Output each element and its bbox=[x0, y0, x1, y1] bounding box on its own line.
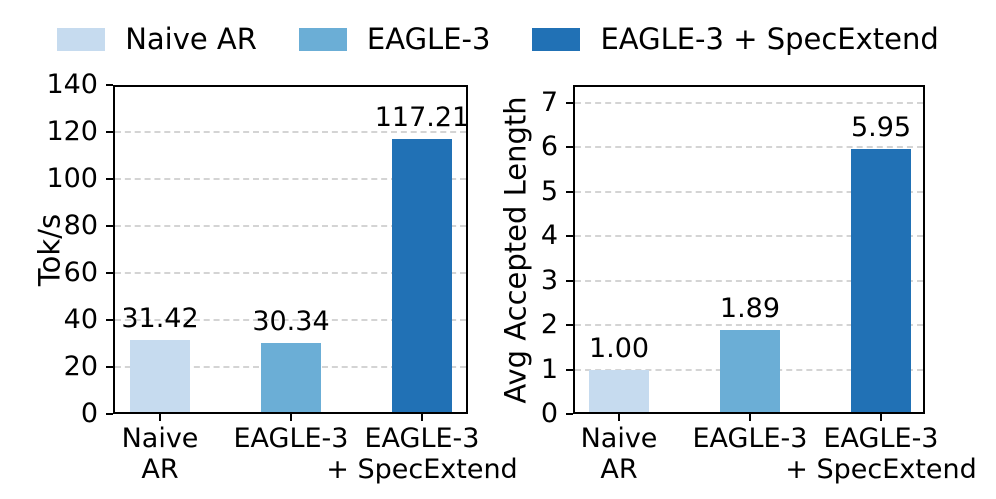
legend-item-naive-ar: Naive AR bbox=[57, 22, 257, 56]
y-axis-label: Tok/s bbox=[32, 213, 67, 286]
x-tick-label-0: Naive AR bbox=[121, 423, 199, 485]
bar-2 bbox=[851, 149, 911, 414]
legend-label-eagle3: EAGLE-3 bbox=[366, 22, 491, 56]
y-tick-mark-0 bbox=[106, 413, 113, 415]
y-tick-label-100: 100 bbox=[46, 163, 98, 194]
y-axis-label: Avg Accepted Length bbox=[498, 95, 533, 404]
gridline-y100 bbox=[115, 178, 466, 180]
bar-1 bbox=[719, 329, 780, 414]
gridline-y120 bbox=[115, 131, 466, 133]
y-tick-label-2: 2 bbox=[540, 309, 558, 341]
gridline-y5 bbox=[575, 190, 923, 193]
legend-swatch-naive-ar bbox=[57, 28, 106, 52]
gridline-y4 bbox=[575, 235, 923, 238]
gridline-y6 bbox=[575, 146, 923, 149]
value-label-1: 30.34 bbox=[252, 305, 330, 337]
x-tick-mark-0 bbox=[159, 414, 161, 421]
y-tick-mark-0 bbox=[566, 413, 573, 415]
value-label-1: 1.89 bbox=[719, 292, 781, 324]
bar-0 bbox=[589, 369, 649, 414]
legend-swatch-eagle3-specextend bbox=[532, 28, 581, 52]
y-tick-label-3: 3 bbox=[540, 264, 558, 296]
y-tick-mark-5 bbox=[566, 190, 573, 193]
y-tick-mark-1 bbox=[566, 368, 573, 371]
gridline-y40 bbox=[115, 319, 466, 321]
y-tick-mark-60 bbox=[106, 272, 113, 274]
bar-2 bbox=[391, 138, 452, 414]
y-tick-mark-100 bbox=[106, 178, 113, 180]
y-tick-label-0: 0 bbox=[540, 398, 558, 429]
y-tick-mark-20 bbox=[106, 366, 113, 368]
y-tick-mark-4 bbox=[566, 235, 573, 238]
x-tick-mark-2 bbox=[420, 414, 423, 421]
y-tick-label-1: 1 bbox=[540, 353, 558, 385]
y-tick-label-60: 60 bbox=[63, 257, 98, 288]
value-label-2: 5.95 bbox=[850, 112, 912, 144]
gridline-y80 bbox=[115, 225, 466, 227]
y-tick-mark-2 bbox=[566, 324, 573, 327]
x-tick-label-1: EAGLE-3 bbox=[692, 423, 808, 454]
y-tick-mark-120 bbox=[106, 131, 113, 133]
value-label-2: 117.21 bbox=[374, 101, 470, 133]
x-tick-mark-2 bbox=[880, 414, 882, 421]
y-tick-label-140: 140 bbox=[46, 69, 98, 100]
y-tick-label-40: 40 bbox=[63, 304, 98, 335]
y-tick-label-20: 20 bbox=[63, 351, 98, 382]
x-tick-label-0: Naive AR bbox=[580, 423, 658, 485]
y-tick-label-5: 5 bbox=[540, 175, 558, 207]
y-tick-mark-40 bbox=[106, 319, 113, 321]
gridline-y3 bbox=[575, 279, 923, 282]
legend-item-eagle3-specextend: EAGLE-3 + SpecExtend bbox=[532, 22, 939, 56]
value-label-0: 31.42 bbox=[121, 303, 199, 335]
gridline-y60 bbox=[115, 272, 466, 274]
x-tick-label-1: EAGLE-3 bbox=[233, 423, 349, 454]
x-tick-mark-1 bbox=[748, 414, 751, 421]
y-tick-mark-80 bbox=[106, 225, 113, 227]
legend: Naive AR EAGLE-3 EAGLE-3 + SpecExtend bbox=[0, 22, 996, 56]
y-tick-mark-6 bbox=[566, 146, 573, 149]
bar-1 bbox=[260, 342, 321, 414]
plot-area bbox=[113, 85, 468, 414]
y-tick-label-4: 4 bbox=[540, 220, 558, 252]
y-tick-label-80: 80 bbox=[63, 210, 98, 241]
legend-swatch-eagle3 bbox=[298, 28, 347, 52]
legend-label-naive-ar: Naive AR bbox=[125, 22, 257, 56]
bar-0 bbox=[130, 340, 190, 414]
y-tick-mark-140 bbox=[106, 84, 113, 86]
legend-label-eagle3-specextend: EAGLE-3 + SpecExtend bbox=[600, 22, 939, 56]
y-tick-mark-3 bbox=[566, 279, 573, 282]
y-tick-label-7: 7 bbox=[540, 86, 558, 118]
legend-item-eagle3: EAGLE-3 bbox=[298, 22, 491, 56]
y-tick-mark-7 bbox=[566, 101, 573, 104]
y-tick-label-0: 0 bbox=[80, 398, 98, 429]
x-tick-mark-0 bbox=[618, 414, 620, 421]
gridline-y7 bbox=[575, 101, 923, 104]
plot-area bbox=[573, 85, 925, 414]
y-tick-label-120: 120 bbox=[46, 116, 98, 147]
x-tick-label-2: EAGLE-3 + SpecExtend bbox=[326, 423, 518, 485]
gridline-y2 bbox=[575, 324, 923, 327]
value-label-0: 1.00 bbox=[588, 332, 650, 364]
y-tick-label-6: 6 bbox=[540, 131, 558, 163]
x-tick-mark-1 bbox=[289, 414, 292, 421]
x-tick-label-2: EAGLE-3 + SpecExtend bbox=[785, 423, 977, 485]
